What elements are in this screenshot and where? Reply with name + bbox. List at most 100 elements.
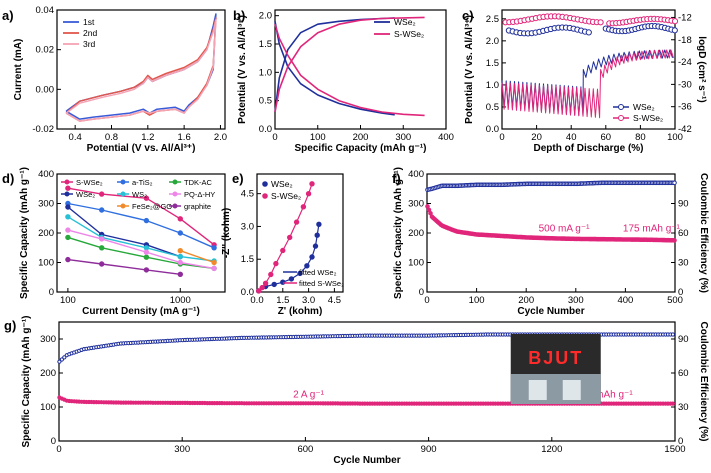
- nyquist-point-S-WSe₂: [268, 271, 274, 278]
- rate-point-FeSe₂@GO: [177, 248, 184, 254]
- rate-point-PQ-Δ-HY: [211, 265, 217, 272]
- panel-c-xtick-label: 0: [499, 132, 504, 143]
- panel-c-ytick-label: 0.5: [486, 102, 499, 113]
- legend-label-2nd: 2nd: [83, 28, 97, 38]
- panel-b-xtick-label: 0: [272, 132, 277, 143]
- nyquist-point-WSe₂: [304, 263, 310, 269]
- legend-label-S-WSe₂: S-WSe₂: [76, 178, 103, 187]
- nyquist-point-S-WSe₂: [262, 280, 269, 286]
- legend-marker-S-WSe₂: [262, 193, 268, 199]
- panel-a-ytick-label: -0.02: [32, 124, 54, 135]
- legend-label-a-TiS₂: a-TiS₂: [132, 178, 153, 187]
- panel-e-ytick-label: 0.0: [241, 287, 254, 298]
- nyquist-point-S-WSe₂: [305, 191, 312, 197]
- logd-point-WSe2: [671, 27, 678, 34]
- legend-label-FeSe₂@GO: FeSe₂@GO: [132, 202, 172, 211]
- panel-e-xtick-label: 4.5: [328, 295, 341, 306]
- panel-g-ylabel: Specific Capacity (mAh g⁻¹): [21, 316, 32, 448]
- rate-point-graphite: [177, 271, 184, 277]
- panel-c-ytick-label: 1.5: [486, 58, 499, 69]
- legend-label-WSe₂: WSe₂: [271, 179, 293, 189]
- nyquist-point-S-WSe₂: [287, 234, 293, 241]
- rate-point-FeSe₂@GO: [211, 259, 217, 266]
- nyquist-point-WSe₂: [297, 270, 303, 277]
- panel-c-y2tick-label: -36: [678, 102, 692, 113]
- legend-label-S-WSe₂: S-WSe₂: [633, 113, 663, 123]
- panel-d-ytick-label: 300: [38, 199, 54, 210]
- logd-point-S-WSe2: [671, 18, 679, 25]
- rate-point-graphite: [99, 261, 105, 267]
- cycle-ce-point: [62, 355, 67, 360]
- panel-a-ytick-label: 0.00: [36, 84, 55, 95]
- rate-point-PQ-Δ-HY: [177, 259, 184, 266]
- legend-label-TDK-AC: TDK-AC: [184, 178, 213, 187]
- panel-c-xtick-label: 20: [531, 132, 542, 143]
- legend-marker-S-WSe₂: [618, 115, 624, 121]
- panel-a-ytick-label: 0.02: [36, 45, 55, 56]
- rate-curve-TDK-AC: [67, 236, 215, 270]
- panel-g-xtick-label: 1500: [664, 444, 685, 455]
- panel-d-ylabel: Specific Capacity (mAh g⁻¹): [19, 167, 30, 299]
- panel-b-ylabel: Potential (V vs. Al/Al³⁺): [237, 15, 248, 124]
- nyquist-point-S-WSe₂: [293, 219, 300, 225]
- panel-e-letter: e): [232, 171, 244, 186]
- panel-g-xtick-label: 600: [297, 444, 313, 455]
- panel-c-xtick-label: 80: [635, 132, 646, 143]
- rate-point-S-WSe₂: [99, 191, 105, 197]
- legend-label-PQ-Δ-HY: PQ-Δ-HY: [184, 190, 215, 199]
- inset-battery-cell: [528, 380, 547, 400]
- panel-b-ytick-label: 2.0: [259, 11, 272, 22]
- gcd-curve-WSe₂ discharge: [274, 21, 395, 116]
- panel-c-ylabel: Potential (V vs. Al/Al³⁺): [464, 15, 475, 124]
- panel-b-xtick-label: 200: [353, 132, 369, 143]
- cv-curve-3rd: [65, 19, 217, 122]
- panel-f-y2tick-label: 60: [678, 228, 689, 239]
- panel-d-letter: d): [2, 171, 14, 186]
- panel-f-letter: f): [392, 171, 401, 186]
- annotation-capacity: 175 mAh g⁻¹: [623, 224, 681, 235]
- nyquist-point-WSe₂: [271, 281, 277, 288]
- panel-f-ytick-label: 0: [419, 287, 424, 298]
- legend-label-fitted WSe₂: fitted WSe₂: [299, 268, 337, 277]
- rate-point-WS₂: [143, 245, 150, 251]
- panel-c-letter: c): [462, 8, 474, 23]
- panel-f-ytick-label: 100: [408, 258, 424, 269]
- legend-marker-a-TiS₂: [120, 179, 126, 185]
- legend-label-graphite: graphite: [184, 202, 211, 211]
- panel-f-y2label: Coulombic Efficiency (%): [698, 173, 709, 293]
- panel-f-xtick-label: 200: [518, 295, 534, 306]
- panel-f-xtick-label: 100: [469, 295, 485, 306]
- rate-point-graphite: [143, 267, 150, 273]
- panel-e-ytick-label: 3.0: [241, 221, 254, 232]
- cycle-capacity-point: [670, 401, 676, 406]
- panel-c-y2tick-label: -42: [678, 124, 692, 135]
- panel-f-xlabel: Cycle Number: [517, 306, 584, 317]
- rate-point-a-TiS₂: [211, 245, 217, 251]
- panel-e-xtick-label: 1.5: [276, 295, 289, 306]
- panel-d-xlabel: Current Density (mA g⁻¹): [82, 306, 200, 317]
- legend-label-S-WSe₂: S-WSe₂: [271, 191, 301, 201]
- panel-b-ytick-label: 1.0: [259, 67, 272, 78]
- rate-point-a-TiS₂: [143, 217, 150, 224]
- rate-point-PQ-Δ-HY: [143, 249, 150, 255]
- panel-g-xtick-label: 300: [174, 444, 190, 455]
- gitt-trace-S-WSe2: [501, 49, 674, 119]
- panel-a-letter: a): [2, 8, 14, 23]
- panel-g-xtick-label: 1200: [541, 444, 562, 455]
- legend-label-WSe₂: WSe₂: [633, 102, 655, 112]
- inset-led-text: BJUT: [528, 348, 583, 368]
- cycle-ce-point: [672, 180, 677, 186]
- panel-g-y2label: Coulombic Efficiency (%): [698, 321, 709, 441]
- rate-curve-WSe₂: [67, 206, 181, 258]
- nyquist-point-WSe₂: [288, 276, 295, 282]
- panel-f-ytick-label: 200: [408, 228, 424, 239]
- panel-b-xlabel: Specific Capacity (mAh g⁻¹): [295, 143, 427, 154]
- rate-point-S-WSe₂: [65, 185, 71, 191]
- panel-e-xtick-label: 0.0: [250, 295, 263, 306]
- panel-g-y2tick-label: 0: [678, 436, 683, 447]
- panel-c-xtick-label: 40: [566, 132, 577, 143]
- cycle-capacity-point: [672, 238, 677, 243]
- panel-c-y2label: logD (cm² s⁻¹): [696, 36, 707, 102]
- annotation-capacity: 110 mAh g⁻¹: [576, 389, 633, 400]
